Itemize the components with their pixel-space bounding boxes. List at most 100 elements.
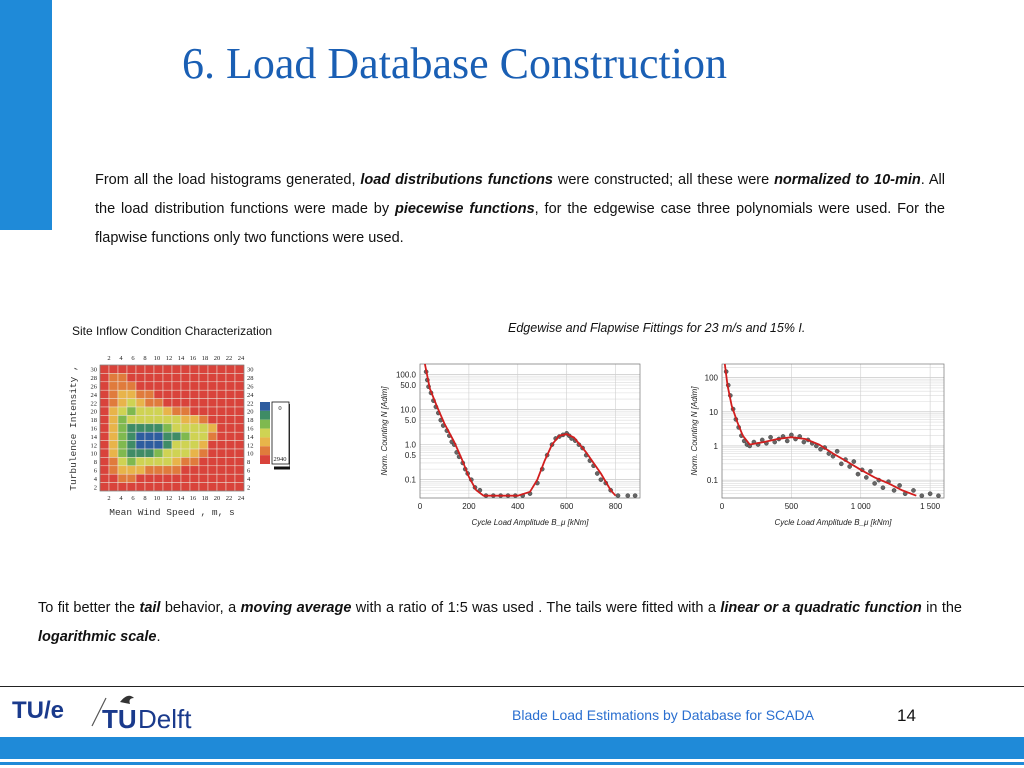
intro-text-2: were constructed; all these were (553, 172, 775, 188)
heatmap-cell (171, 423, 182, 433)
heatmap-cell (117, 389, 128, 399)
plot-frame (419, 363, 641, 499)
heatmap-cell (153, 448, 164, 458)
heatmap-cell (225, 415, 236, 425)
heatmap-y-tick-right: 4 (247, 476, 251, 483)
heatmap-y-tick-right: 28 (247, 375, 254, 382)
heatmap-cell (135, 415, 146, 425)
heatmap-cell (198, 364, 209, 374)
heatmap-cell (189, 473, 200, 483)
heatmap-cell (171, 448, 182, 458)
heatmap-x-tick-top: 20 (214, 355, 221, 362)
inflow-heatmap: 2244668810101212141416161818202022222424… (68, 355, 290, 518)
heatmap-cell (162, 415, 173, 425)
plot-y-tick: 0.5 (405, 451, 417, 460)
heatmap-cell (108, 457, 119, 467)
heatmap-cell (153, 465, 164, 475)
heatmap-cell (207, 389, 218, 399)
heatmap-cell (99, 398, 110, 408)
heatmap-cell (198, 373, 209, 383)
heatmap-cell (171, 473, 182, 483)
heatmap-x-tick-bottom: 10 (154, 495, 161, 502)
heatmap-y-tick-left: 24 (91, 392, 98, 399)
heatmap-cell (153, 423, 164, 433)
heatmap-cell (198, 465, 209, 475)
heatmap-cell (207, 415, 218, 425)
heatmap-cell (225, 373, 236, 383)
heatmap-cell (126, 364, 137, 374)
heatmap-cell (117, 457, 128, 467)
colorbar-swatch (260, 446, 270, 456)
heatmap-cell (117, 482, 128, 492)
heatmap-x-tick-bottom: 22 (226, 495, 233, 502)
heatmap-cell (207, 373, 218, 383)
intro-emphasis-1: load distributions functions (360, 172, 553, 188)
heatmap-cell (117, 423, 128, 433)
heatmap-cell (180, 406, 191, 416)
heatmap-cell (180, 465, 191, 475)
heatmap-cell (135, 431, 146, 441)
heatmap-cell (234, 457, 245, 467)
heatmap-cell (117, 364, 128, 374)
heatmap-cell (108, 448, 119, 458)
heatmap-cell (153, 406, 164, 416)
heatmap-cell (99, 406, 110, 416)
heatmap-cell (135, 381, 146, 391)
heatmap-cell (207, 364, 218, 374)
plot-x-tick: 800 (609, 502, 623, 511)
heatmap-y-tick-left: 18 (91, 417, 98, 424)
heatmap-y-tick-left: 30 (91, 367, 98, 374)
data-point (768, 434, 773, 440)
plot-frame (721, 363, 945, 499)
heatmap-x-tick-top: 16 (190, 355, 197, 362)
conclusion-text-4: in the (921, 600, 962, 616)
heatmap-cell (171, 465, 182, 475)
data-point (625, 493, 631, 498)
heatmap-cell (216, 373, 227, 383)
heatmap-cell (144, 440, 155, 450)
heatmap-cell (198, 389, 209, 399)
heatmap-x-tick-top: 2 (107, 355, 110, 362)
data-point (801, 439, 807, 445)
tue-logo: TU/e (12, 697, 64, 724)
heatmap-x-label: Mean Wind Speed , m, s (109, 507, 234, 518)
plot-y-tick: 50.0 (400, 381, 416, 390)
heatmap-cell (180, 364, 191, 374)
heatmap-cell (153, 473, 164, 483)
heatmap-cell (99, 423, 110, 433)
heatmap-cell (225, 465, 236, 475)
heatmap-cell (207, 448, 218, 458)
heatmap-y-tick-right: 18 (247, 417, 254, 424)
data-point (851, 459, 857, 464)
heatmap-cell (162, 482, 173, 492)
heatmap-cell (234, 406, 245, 416)
colorbar-swatch (260, 402, 270, 411)
heatmap-cell (126, 482, 137, 492)
heatmap-cell (180, 457, 191, 467)
heatmap-cell (234, 473, 245, 483)
heatmap-cell (99, 389, 110, 399)
footer-line (0, 762, 1024, 765)
heatmap-cell (180, 415, 191, 425)
heatmap-cell (234, 381, 245, 391)
heatmap-cell (162, 406, 173, 416)
plot-y-tick: 5.0 (405, 416, 417, 425)
heatmap-cell (162, 364, 173, 374)
heatmap-cell (144, 457, 155, 467)
heatmap-cell (153, 373, 164, 383)
heatmap-cell (198, 440, 209, 450)
intro-text-4: , for the edgewise case three polynomial… (95, 201, 945, 246)
heatmap-cell (135, 473, 146, 483)
heatmap-cell (144, 473, 155, 483)
heatmap-cell (108, 364, 119, 374)
plot-x-label: Cycle Load Amplitude B_μ [kNm] (471, 518, 589, 527)
heatmap-cell (198, 457, 209, 467)
heatmap-cell (135, 482, 146, 492)
heatmap-cell (126, 465, 137, 475)
heatmap-cell (180, 473, 191, 483)
conclusion-text-3: with a ratio of 1:5 was used . The tails… (351, 600, 721, 616)
heatmap-y-tick-left: 6 (94, 468, 98, 475)
heatmap-cell (225, 482, 236, 492)
heatmap-x-tick-bottom: 14 (178, 495, 185, 502)
heatmap-y-tick-right: 2 (247, 484, 250, 491)
